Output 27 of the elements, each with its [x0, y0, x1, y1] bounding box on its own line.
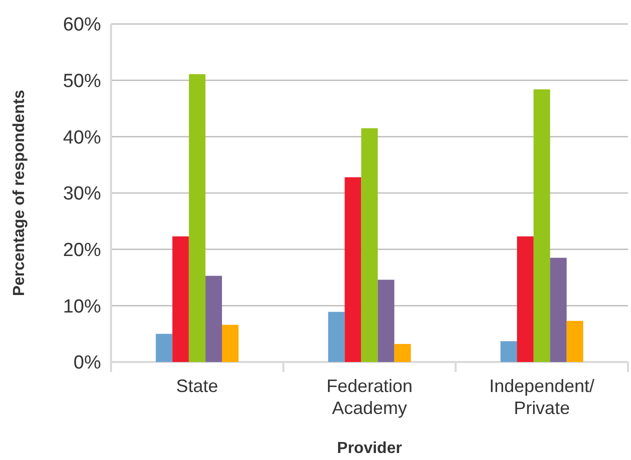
bar: [361, 128, 378, 362]
y-axis-title: Percentage of respondents: [11, 90, 28, 296]
bar: [378, 280, 394, 362]
bar: [517, 236, 534, 362]
bar: [566, 320, 584, 362]
x-tick-label: Independent/ Private: [489, 376, 594, 418]
y-tick-label: 40%: [62, 127, 102, 148]
bar: [172, 236, 189, 362]
x-axis-title: Provider: [337, 440, 402, 457]
bar: [394, 344, 411, 362]
y-tick-label: 60%: [62, 14, 102, 36]
bar: [222, 324, 239, 362]
bar: [328, 312, 345, 362]
y-tick-label: 0%: [74, 352, 102, 374]
y-tick-label: 50%: [62, 70, 102, 92]
x-tick-label: Federation Academy: [326, 376, 413, 418]
y-tick-label: 30%: [62, 184, 102, 205]
y-tick-label: 10%: [62, 296, 102, 318]
x-tick-label: State: [176, 376, 218, 396]
bar: [205, 276, 222, 362]
bar: [500, 341, 518, 362]
bar: [156, 334, 172, 362]
bar: [550, 258, 567, 362]
bar: [188, 74, 206, 362]
y-tick-label: 20%: [62, 240, 102, 261]
bar: [534, 89, 550, 362]
bar: [344, 177, 362, 362]
